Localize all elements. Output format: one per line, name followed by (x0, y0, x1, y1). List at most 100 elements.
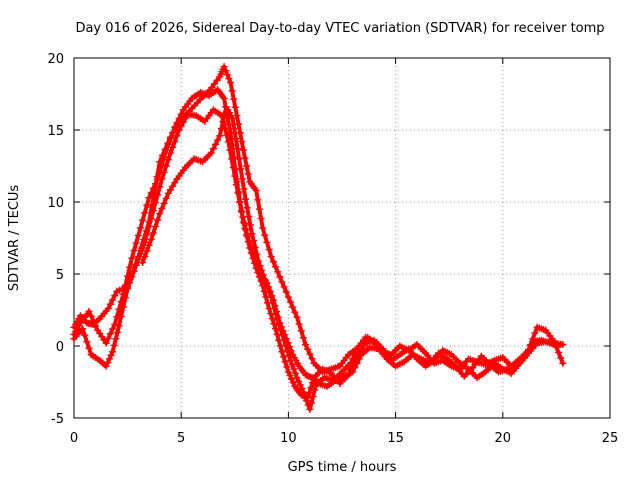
data-point (252, 186, 260, 194)
data-point (309, 392, 317, 400)
data-point (289, 303, 297, 311)
data-point (128, 273, 136, 281)
data-point (104, 305, 112, 313)
data-point (284, 293, 292, 301)
data-point (259, 224, 267, 232)
data-point (160, 168, 168, 176)
data-point (263, 238, 271, 246)
data-point (305, 389, 313, 397)
data-point (110, 341, 118, 349)
data-point (113, 313, 121, 321)
data-point (128, 254, 136, 262)
data-point (233, 178, 241, 186)
data-point (353, 346, 361, 354)
data-point (102, 339, 110, 347)
data-point (169, 182, 177, 190)
data-point (149, 184, 157, 192)
data-point (213, 76, 221, 84)
data-point (287, 356, 295, 364)
data-point (143, 201, 151, 209)
data-point (351, 351, 359, 359)
data-point (175, 126, 183, 134)
data-point (151, 222, 159, 230)
chart-title: Day 016 of 2026, Sidereal Day-to-day VTE… (75, 21, 604, 36)
data-point (113, 328, 121, 336)
data-point (278, 348, 286, 356)
data-point (280, 283, 288, 291)
x-tick-label: 0 (70, 431, 78, 446)
data-point (221, 110, 229, 118)
data-point (106, 300, 114, 308)
data-point (270, 305, 278, 313)
data-point (171, 179, 179, 187)
data-point (139, 258, 147, 266)
data-point (275, 321, 283, 329)
data-point (175, 114, 183, 122)
data-point (244, 170, 252, 178)
data-point (299, 334, 307, 342)
data-point (164, 189, 172, 197)
data-point (262, 280, 270, 288)
data-point (372, 341, 380, 349)
x-tick-label: 25 (602, 431, 619, 446)
y-tick-label: 0 (56, 340, 64, 355)
data-point (249, 254, 257, 262)
data-point (208, 84, 216, 92)
data-point (276, 342, 284, 350)
data-point (156, 210, 164, 218)
data-point (119, 290, 127, 298)
axis-tick-labels: 0 5 10 15 20 25 -5 0 5 10 15 20 (47, 52, 618, 446)
data-point (106, 330, 114, 338)
data-point (228, 141, 236, 149)
data-point (284, 368, 292, 376)
data-point (244, 238, 252, 246)
data-point (233, 112, 241, 120)
data-point (236, 129, 244, 137)
data-point (245, 212, 253, 220)
data-point (302, 341, 310, 349)
data-point (112, 335, 120, 343)
data-point (227, 78, 235, 86)
data-point (311, 386, 319, 394)
series-track-c (70, 86, 567, 402)
data-point (265, 246, 273, 254)
data-point (255, 205, 263, 213)
data-point (304, 345, 312, 353)
data-point (156, 168, 164, 176)
data-point (290, 365, 298, 373)
data-point (179, 118, 187, 126)
data-point (91, 321, 99, 329)
data-point (250, 237, 258, 245)
data-point (235, 155, 243, 163)
data-point (307, 399, 315, 407)
data-point (240, 185, 248, 193)
data-point (83, 338, 91, 346)
x-tick-label: 15 (387, 431, 404, 446)
data-point (282, 288, 290, 296)
data-point (117, 298, 125, 306)
data-series (70, 63, 567, 413)
data-point (295, 320, 303, 328)
data-point (231, 103, 239, 111)
data-point (280, 336, 288, 344)
data-point (237, 165, 245, 173)
y-tick-label: 10 (47, 196, 64, 211)
data-point (270, 320, 278, 328)
x-tick-label: 20 (495, 431, 512, 446)
data-point (102, 362, 110, 370)
data-point (267, 253, 275, 261)
data-point (147, 189, 155, 197)
data-point (147, 215, 155, 223)
data-point (105, 355, 113, 363)
data-point (173, 119, 181, 127)
data-point (225, 75, 233, 83)
data-point (291, 369, 299, 377)
data-point (145, 222, 153, 230)
data-point (164, 140, 172, 148)
data-point (216, 132, 224, 140)
data-point (555, 348, 563, 356)
data-point (134, 231, 142, 239)
series-track-d (139, 103, 380, 413)
data-point (306, 405, 314, 413)
